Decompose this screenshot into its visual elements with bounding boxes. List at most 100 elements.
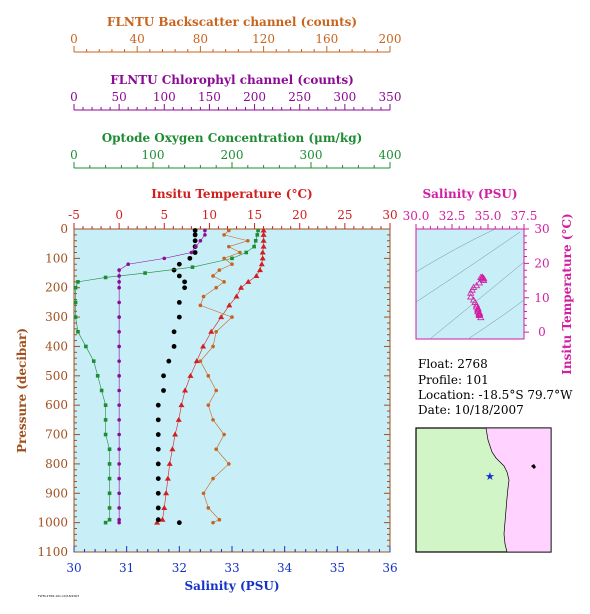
temperature-point xyxy=(260,227,267,233)
oxygen-point xyxy=(103,520,108,525)
oxygen-tick-label: 300 xyxy=(300,148,323,162)
ts-point xyxy=(467,293,475,300)
oxygen-tick-label: 100 xyxy=(142,148,165,162)
chlorophyll-axis-title: FLNTU Chlorophyl channel (counts) xyxy=(110,73,354,87)
backscatter-point xyxy=(214,329,218,334)
temperature-point xyxy=(169,446,176,452)
backscatter-point xyxy=(211,418,215,422)
oxygen-point xyxy=(103,432,108,437)
chlorophyll-point xyxy=(117,359,121,363)
salinity-point xyxy=(161,388,166,393)
temperature-point xyxy=(163,490,170,496)
oxygen-point xyxy=(107,476,112,481)
oxygen-line xyxy=(75,230,259,523)
salinity-point xyxy=(192,228,198,233)
chlorophyll-point xyxy=(117,432,121,437)
pressure-tick-label: 200 xyxy=(45,281,68,295)
pressure-tick-label: 100 xyxy=(45,251,68,265)
ts-contour xyxy=(415,231,521,303)
ts-point xyxy=(467,289,475,296)
salinity-point xyxy=(176,314,182,320)
backscatter-point xyxy=(230,262,234,267)
temperature-point xyxy=(154,519,161,525)
oxygen-point xyxy=(73,285,78,290)
pressure-tick-label: 800 xyxy=(45,457,68,471)
oxygen-point xyxy=(95,374,100,378)
salinity-point xyxy=(155,517,161,523)
oxygen-axis-title: Optode Oxygen Concentration (μm/kg) xyxy=(102,131,363,145)
pressure-tick-label: 1100 xyxy=(37,545,68,559)
oxygen-point xyxy=(107,462,112,466)
backscatter-point xyxy=(230,315,234,319)
chlorophyll-point xyxy=(203,228,207,233)
ts-points xyxy=(467,273,488,321)
ts-diagram: 30.0 32.5 35.0 37.5 Salinity (PSU) 0 10 20 30 Ins… xyxy=(403,187,574,375)
pressure-tick-label: 900 xyxy=(45,486,68,500)
temperature-point xyxy=(238,284,245,290)
oxygen-tick-label: 200 xyxy=(221,148,244,162)
chlorophyll-point xyxy=(126,262,130,267)
chlorophyll-point xyxy=(117,329,121,334)
chlorophyll-point xyxy=(117,285,121,290)
backscatter-point xyxy=(222,256,226,261)
temperature-point xyxy=(260,237,267,243)
temperature-point xyxy=(172,431,179,437)
oxygen-point xyxy=(103,275,108,280)
backscatter-tick-label: 80 xyxy=(193,32,208,46)
salinity-point xyxy=(192,250,198,255)
salinity-tick-label: 32 xyxy=(172,561,187,575)
chlorophyll-point xyxy=(117,280,121,284)
backscatter-point xyxy=(246,238,250,243)
backscatter-point xyxy=(198,359,203,363)
backscatter-point xyxy=(201,491,206,496)
temperature-point xyxy=(161,504,168,510)
chlorophyll-point xyxy=(117,300,121,305)
salinity-point xyxy=(155,432,161,437)
salinity-point xyxy=(176,273,182,279)
chlorophyll-point xyxy=(203,233,207,237)
chlorophyll-tick-label: 300 xyxy=(333,90,356,104)
backscatter-point xyxy=(211,520,215,525)
backscatter-point xyxy=(217,517,222,522)
ts-point xyxy=(474,304,482,311)
pressure-tick-label: 600 xyxy=(45,398,68,412)
oxygen-point xyxy=(91,359,96,363)
temperature-tick-label: 5 xyxy=(160,208,168,222)
backscatter-point xyxy=(227,462,231,466)
salinity-point xyxy=(182,285,188,291)
ts-temperature-tick-label: 20 xyxy=(534,256,549,270)
chlorophyll-tick-label: 50 xyxy=(112,90,127,104)
oxygen-point xyxy=(190,265,195,269)
temperature-point xyxy=(175,416,182,422)
temperature-tick-label: 15 xyxy=(247,208,262,222)
chlorophyll-point xyxy=(117,268,121,272)
ts-point xyxy=(475,279,484,286)
profile-number: Profile: 101 xyxy=(418,373,489,387)
ts-salinity-tick-label: 32.5 xyxy=(439,209,466,223)
salinity-point xyxy=(182,279,188,285)
oxygen-point xyxy=(76,280,80,284)
salinity-point xyxy=(166,358,172,364)
backscatter-point xyxy=(214,388,218,393)
pressure-tick-label: 700 xyxy=(45,428,68,442)
temperature-point xyxy=(233,293,240,299)
backscatter-point xyxy=(222,233,226,237)
ts-point xyxy=(477,313,485,321)
salinity-point xyxy=(155,402,161,408)
chlorophyll-tick-label: 200 xyxy=(243,90,266,104)
backscatter-point xyxy=(222,280,226,284)
pressure-tick-label: 400 xyxy=(45,339,68,353)
temperature-point xyxy=(178,402,185,408)
ts-temperature-tick-label: 0 xyxy=(538,325,546,339)
backscatter-point xyxy=(206,403,211,407)
temperature-point xyxy=(200,343,207,349)
ts-diagram-axes: 30.0 32.5 35.0 37.5 Salinity (PSU) 0 10 20 30 Ins… xyxy=(403,187,574,375)
map-lake xyxy=(531,464,536,469)
chlorophyll-point xyxy=(117,506,121,510)
backscatter-point xyxy=(222,432,226,437)
temperature-point xyxy=(218,314,225,320)
top-axes: FLNTU Backscatter channel (counts) 0 40 80 1… xyxy=(70,15,401,169)
temperature-point xyxy=(260,231,267,237)
backscatter-point xyxy=(227,228,231,233)
temperature-point xyxy=(259,249,266,255)
